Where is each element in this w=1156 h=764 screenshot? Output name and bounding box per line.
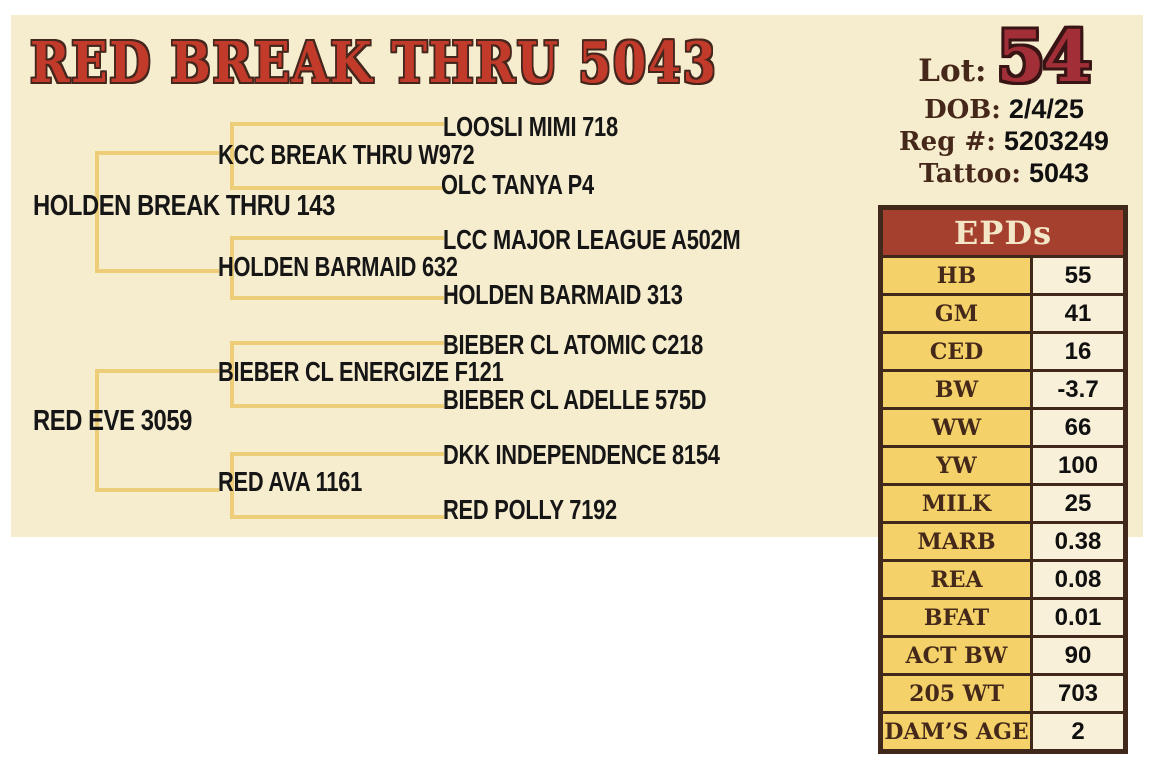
lot-line: Lot: 54	[865, 15, 1143, 98]
pedigree-bracket-dam-sire	[230, 341, 444, 408]
epd-value: 16	[1033, 334, 1123, 369]
reg-value: 5203249	[1003, 126, 1109, 156]
epd-row: BFAT 0.01	[883, 600, 1123, 635]
epds-table: EPDs HB 55 GM 41 CED 16 BW -3.7 WW 66 YW 100 MILK 25 M…	[878, 205, 1128, 754]
epd-value: 55	[1033, 258, 1123, 293]
epd-label: HB	[883, 258, 1030, 293]
epd-value: 0.38	[1033, 524, 1123, 559]
epd-row: HB 55	[883, 258, 1123, 293]
pedigree-name-sire: HOLDEN BREAK THRU 143	[33, 190, 335, 222]
epd-row: REA 0.08	[883, 562, 1123, 597]
epds-table-header: EPDs	[883, 210, 1123, 255]
pedigree-name-sire-dam-dam: HOLDEN BARMAID 313	[443, 279, 683, 310]
pedigree-name-sire-dam: HOLDEN BARMAID 632	[218, 251, 458, 282]
epd-value: 2	[1033, 714, 1123, 749]
pedigree-name-dam-sire-dam: BIEBER CL ADELLE 575D	[443, 384, 707, 415]
epd-value: 0.01	[1033, 600, 1123, 635]
epd-label: WW	[883, 410, 1030, 445]
epd-label: CED	[883, 334, 1030, 369]
pedigree-name-dam-dam: RED AVA 1161	[218, 466, 363, 497]
pedigree-bracket-dam-dam	[230, 452, 444, 519]
epd-label: BW	[883, 372, 1030, 407]
lot-number: 54	[996, 15, 1091, 98]
tattoo-label: Tattoo:	[918, 159, 1021, 189]
pedigree-bracket-sire-dam	[230, 236, 444, 300]
dob-value: 2/4/25	[1008, 94, 1084, 124]
lot-label: Lot:	[918, 53, 987, 89]
epd-row: BW -3.7	[883, 372, 1123, 407]
pedigree-bracket-sire-sire	[230, 122, 444, 190]
pedigree-name-dam-sire: BIEBER CL ENERGIZE F121	[218, 356, 504, 387]
epd-label: GM	[883, 296, 1030, 331]
epd-value: 100	[1033, 448, 1123, 483]
epd-row: DAM’S AGE 2	[883, 714, 1123, 749]
pedigree-bracket-dam	[95, 369, 219, 492]
epd-value: 66	[1033, 410, 1123, 445]
pedigree-name-dam-dam-sire: DKK INDEPENDENCE 8154	[443, 439, 720, 470]
epd-value: -3.7	[1033, 372, 1123, 407]
epd-label: REA	[883, 562, 1030, 597]
epd-label: MARB	[883, 524, 1030, 559]
dob-line: DOB: 2/4/25	[865, 94, 1143, 126]
pedigree-name-sire-sire-dam: OLC TANYA P4	[441, 169, 594, 200]
lot-info-block: Lot: 54 DOB: 2/4/25 Reg #: 5203249 Tatto…	[865, 15, 1143, 190]
reg-line: Reg #: 5203249	[865, 126, 1143, 158]
pedigree-name-dam-dam-dam: RED POLLY 7192	[443, 494, 617, 525]
epd-value: 41	[1033, 296, 1123, 331]
pedigree-name-sire-sire-sire: LOOSLI MIMI 718	[443, 111, 618, 142]
pedigree-name-dam: RED EVE 3059	[33, 405, 192, 437]
epd-row: GM 41	[883, 296, 1123, 331]
pedigree-name-dam-sire-sire: BIEBER CL ATOMIC C218	[443, 329, 704, 360]
tattoo-line: Tattoo: 5043	[865, 158, 1143, 190]
epd-label: MILK	[883, 486, 1030, 521]
epd-row: MARB 0.38	[883, 524, 1123, 559]
tattoo-value: 5043	[1028, 158, 1090, 188]
epd-row: WW 66	[883, 410, 1123, 445]
epd-row: YW 100	[883, 448, 1123, 483]
epd-label: DAM’S AGE	[883, 714, 1030, 749]
epd-row: ACT BW 90	[883, 638, 1123, 673]
epd-value: 90	[1033, 638, 1123, 673]
epds-rows: HB 55 GM 41 CED 16 BW -3.7 WW 66 YW 100 MILK 25 MARB 0.…	[883, 258, 1123, 749]
epd-label: YW	[883, 448, 1030, 483]
epd-label: BFAT	[883, 600, 1030, 635]
epd-row: MILK 25	[883, 486, 1123, 521]
reg-label: Reg #:	[899, 127, 996, 157]
pedigree-bracket-sire	[95, 151, 219, 273]
epd-label: 205 WT	[883, 676, 1030, 711]
pedigree-name-sire-sire: KCC BREAK THRU W972	[218, 139, 475, 170]
epd-label: ACT BW	[883, 638, 1030, 673]
epd-value: 25	[1033, 486, 1123, 521]
epd-row: CED 16	[883, 334, 1123, 369]
dob-label: DOB:	[924, 95, 1001, 125]
animal-name-title: RED BREAK THRU 5043	[30, 30, 718, 96]
epd-row: 205 WT 703	[883, 676, 1123, 711]
epd-value: 703	[1033, 676, 1123, 711]
pedigree-name-sire-dam-sire: LCC MAJOR LEAGUE A502M	[443, 224, 741, 255]
epd-value: 0.08	[1033, 562, 1123, 597]
